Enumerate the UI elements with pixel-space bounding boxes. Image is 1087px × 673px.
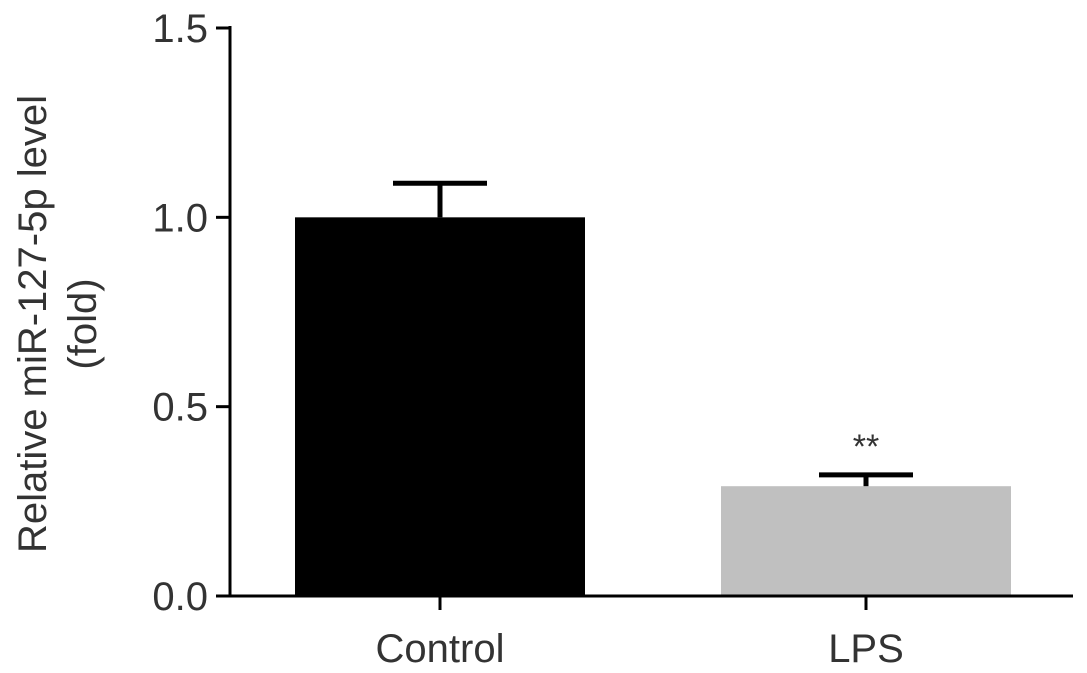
y-axis-title-line-1: Relative miR-127-5p level [11, 95, 55, 553]
x-ticks-group: Control LPS [376, 596, 904, 671]
x-tick-label-lps: LPS [828, 627, 904, 671]
bars-group [295, 217, 1011, 597]
y-tick-label: 0.5 [152, 386, 208, 430]
bar-lps [721, 486, 1011, 596]
error-bars-group [393, 180, 913, 487]
y-tick-label: 0.0 [152, 575, 208, 619]
y-axis-title-line-2: (fold) [61, 278, 105, 369]
y-ticks-group: 0.0 0.5 1.0 1.5 [152, 7, 230, 619]
annotations-group: ** [853, 428, 879, 466]
y-tick-label: 1.5 [152, 7, 208, 51]
bar-control [295, 217, 585, 597]
significance-marker-lps: ** [853, 428, 879, 466]
axes-group [228, 26, 1073, 598]
y-tick-label: 1.0 [152, 196, 208, 240]
x-tick-label-control: Control [376, 627, 505, 671]
y-axis-title: Relative miR-127-5p level (fold) [11, 95, 105, 553]
